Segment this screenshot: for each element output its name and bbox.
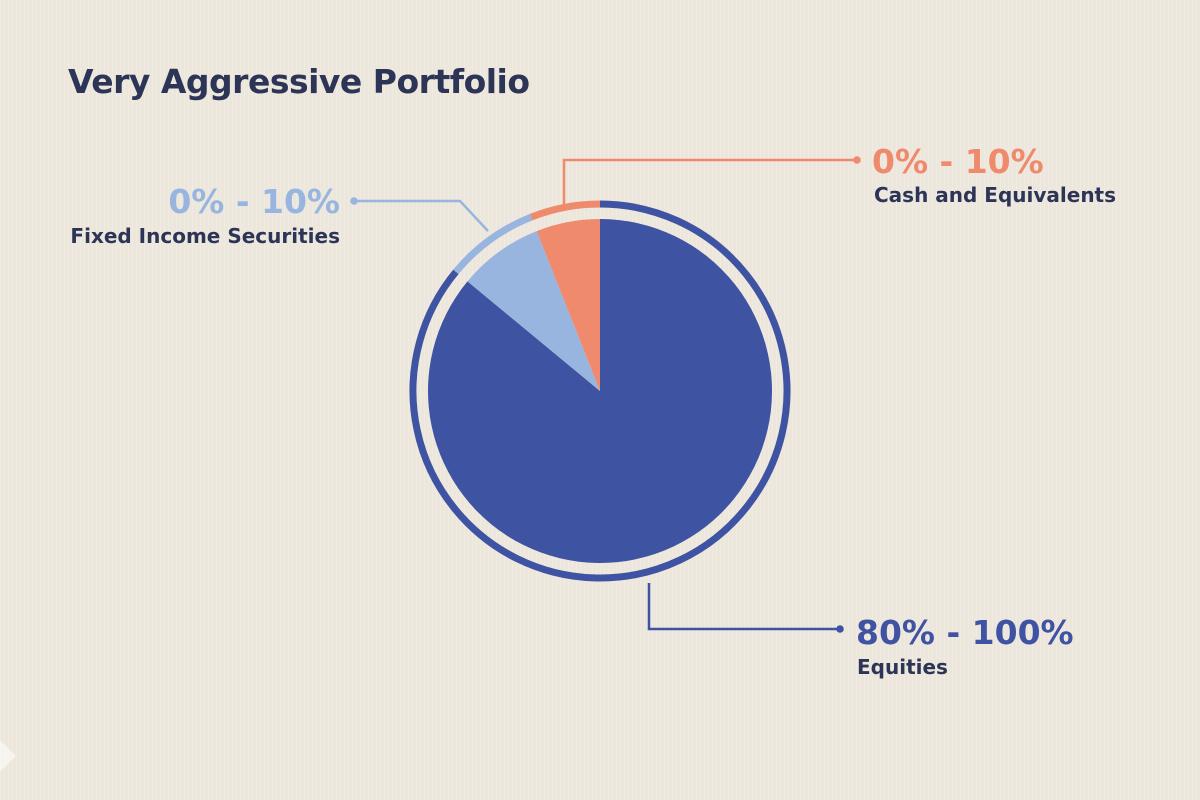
cash-leader-dot	[853, 156, 861, 164]
fixed-income-leader-line	[356, 199, 489, 232]
cash-leader-line	[562, 158, 856, 205]
fixed-income-slice	[467, 231, 600, 391]
cash-ring-arc	[529, 200, 601, 221]
equities-leader-line	[647, 583, 838, 631]
equities-ring-arc	[409, 200, 791, 582]
fixed-income-category-label: Fixed Income Securities	[70, 224, 340, 248]
outer-ring-layer	[409, 200, 791, 582]
fixed-income-range-label: 0% - 10%	[168, 182, 340, 221]
cash-range-label: 0% - 10%	[872, 142, 1044, 181]
fixed-income-ring-arc	[453, 213, 533, 275]
equities-range-label: 80% - 100%	[856, 613, 1074, 652]
slice-layer	[427, 219, 772, 563]
cash-category-label: Cash and Equivalents	[874, 183, 1116, 207]
equities-slice	[427, 219, 772, 563]
chart-title: Very Aggressive Portfolio	[68, 62, 530, 101]
fixed-income-leader-dot	[350, 197, 358, 205]
equities-category-label: Equities	[857, 655, 948, 679]
cash-slice	[536, 219, 600, 391]
equities-leader-dot	[836, 625, 844, 633]
corner-arrow-mark	[0, 740, 16, 772]
